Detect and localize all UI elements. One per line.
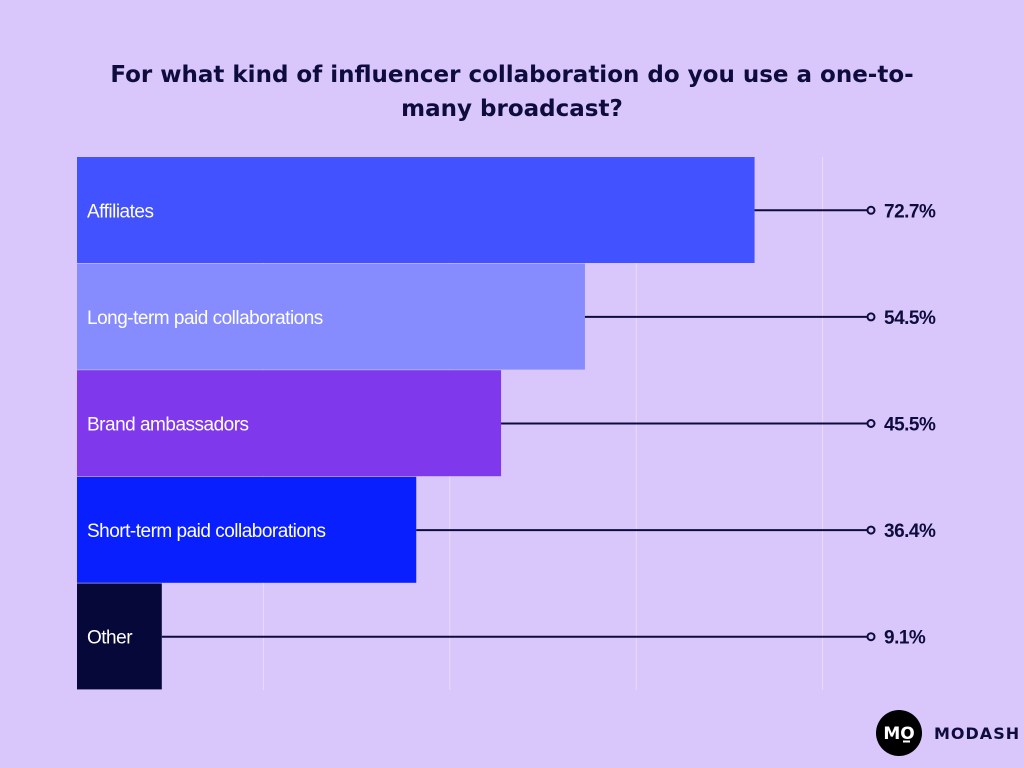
value-label-3: 36.4% <box>884 521 936 542</box>
category-label-2: Brand ambassadors <box>87 415 249 436</box>
leader-dot-1 <box>866 312 876 322</box>
category-label-1: Long-term paid collaborations <box>87 308 323 329</box>
leader-dot-3 <box>866 525 876 535</box>
bars: Affiliates 72.7% Long-term paid collaborat… <box>77 157 936 690</box>
bar-4 <box>77 583 162 690</box>
bar-3 <box>77 476 417 583</box>
bar-0 <box>77 157 755 263</box>
bar-2 <box>77 370 502 477</box>
chart-title: For what kind of influencer collaboratio… <box>110 62 914 122</box>
category-label-4: Other <box>87 628 133 649</box>
brand: MO MODASH <box>876 710 1020 756</box>
logo-letters: MO <box>883 724 914 744</box>
category-label-3: Short-term paid collaborations <box>87 521 325 542</box>
modash-logo-icon: MO <box>876 710 922 756</box>
leader-dot-4 <box>866 632 876 642</box>
value-label-1: 54.5% <box>884 308 936 329</box>
value-label-4: 9.1% <box>884 628 926 649</box>
value-label-2: 45.5% <box>884 415 936 436</box>
category-label-0: Affiliates <box>87 201 153 222</box>
brand-name: MODASH <box>934 723 1021 743</box>
value-label-0: 72.7% <box>884 201 936 222</box>
bar-1 <box>77 263 585 370</box>
leader-dot-2 <box>866 419 876 428</box>
leader-dot-0 <box>866 205 876 215</box>
